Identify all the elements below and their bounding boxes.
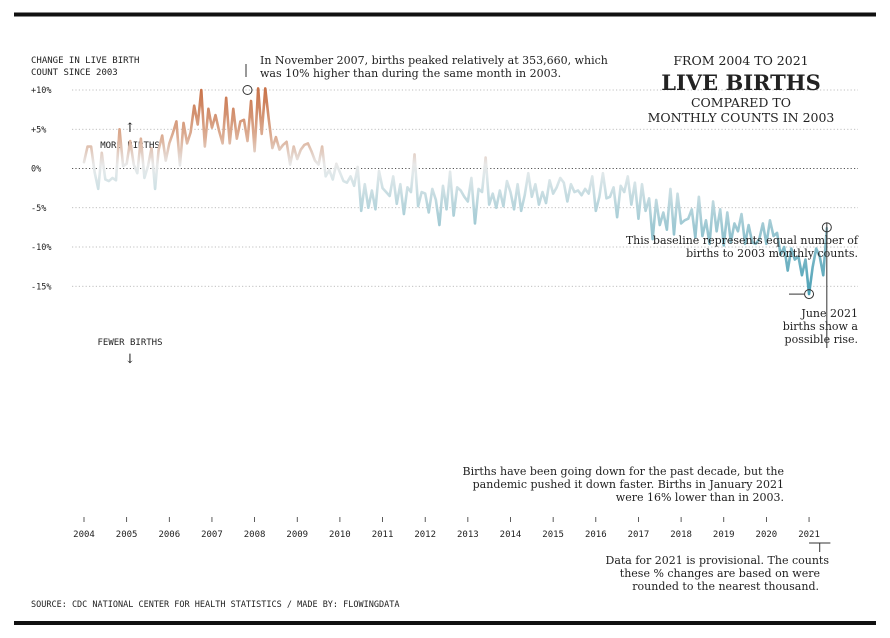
jan-2021-annotation: Births have been going down for the past… [463, 289, 815, 504]
title-main: LIVE BIRTHS [661, 70, 821, 95]
subtitle-line-1: COMPARED TO [691, 95, 791, 110]
peak-annotation-line-2: was 10% higher than during the same mont… [260, 67, 561, 80]
y-tick-labels: +10% +5% 0% -5% -10% -15% [31, 86, 51, 292]
down-arrow-icon: ↓ [125, 352, 136, 367]
baseline-note: This baseline represents equal number of… [626, 234, 859, 260]
provisional-note: Data for 2021 is provisional. The counts… [606, 542, 831, 593]
y-axis-label-line-2: COUNT SINCE 2003 [31, 68, 118, 78]
baseline-note-line-1: This baseline represents equal number of [626, 234, 859, 247]
provisional-note-line-1: Data for 2021 is provisional. The counts [606, 554, 830, 567]
june-annotation-line-3: possible rise. [785, 333, 858, 346]
x-tick-label: 2012 [414, 530, 436, 540]
jan-annotation-line-2: pandemic pushed it down faster. Births i… [473, 478, 784, 491]
x-tick-label: 2015 [542, 530, 564, 540]
source-credit: SOURCE: CDC NATIONAL CENTER FOR HEALTH S… [31, 600, 399, 610]
provisional-note-line-3: rounded to the nearest thousand. [632, 580, 819, 593]
x-tick-label: 2021 [798, 530, 820, 540]
y-tick-label: 0% [31, 165, 41, 175]
x-tick-label: 2017 [628, 530, 650, 540]
jan-annotation-line-1: Births have been going down for the past… [463, 465, 784, 478]
jan-2021-marker [804, 289, 815, 300]
fewer-births-label: FEWER BIRTHS [97, 338, 162, 348]
x-tick-label: 2006 [158, 530, 180, 540]
x-tick-label: 2011 [372, 530, 394, 540]
y-axis-label-line-1: CHANGE IN LIVE BIRTH [31, 56, 139, 66]
june-annotation-line-2: births show a [783, 320, 859, 333]
fewer-births-marker: FEWER BIRTHS ↓ [97, 338, 162, 367]
baseline-note-line-2: births to 2003 monthly counts. [686, 247, 858, 260]
chart-title: FROM 2004 TO 2021 LIVE BIRTHS COMPARED T… [648, 53, 835, 125]
y-tick-label: +10% [31, 86, 51, 96]
y-tick-label: -10% [31, 243, 51, 253]
x-tick-label: 2008 [244, 530, 266, 540]
y-axis-label: CHANGE IN LIVE BIRTH COUNT SINCE 2003 [31, 56, 139, 78]
title-prefix: FROM 2004 TO 2021 [673, 53, 808, 68]
x-tick-label: 2004 [73, 530, 95, 540]
x-tick-label: 2009 [286, 530, 308, 540]
peak-annotation: In November 2007, births peaked relative… [242, 54, 608, 95]
y-tick-label: -15% [31, 282, 51, 292]
peak-marker [242, 85, 253, 95]
provisional-note-line-2: these % changes are based on were [620, 567, 820, 580]
y-tick-label: +5% [31, 125, 46, 135]
births-change-line [82, 87, 829, 296]
june-annotation-line-1: June 2021 [800, 307, 858, 320]
x-tick-label: 2020 [756, 530, 778, 540]
x-tick-label: 2005 [116, 530, 138, 540]
june-2021-annotation: June 2021 births show a possible rise. [783, 222, 859, 348]
subtitle-line-2: MONTHLY COUNTS IN 2003 [648, 110, 835, 125]
x-tick-label: 2007 [201, 530, 223, 540]
up-arrow-icon: ↑ [125, 121, 136, 136]
provisional-bracket [809, 542, 831, 552]
x-tick-label: 2018 [670, 530, 692, 540]
x-tick-label: 2010 [329, 530, 351, 540]
jan-annotation-line-3: were 16% lower than in 2003. [616, 491, 784, 504]
y-tick-label: -5% [31, 204, 46, 214]
peak-annotation-line-1: In November 2007, births peaked relative… [260, 54, 608, 67]
june-2021-marker [821, 222, 832, 233]
x-tick-label: 2014 [500, 530, 522, 540]
x-tick-label: 2013 [457, 530, 479, 540]
x-tick-label: 2019 [713, 530, 735, 540]
x-tick-label: 2016 [585, 530, 607, 540]
x-tick-labels: 2004 2005 2006 2007 2008 2009 2010 2011 2012 2013… [73, 517, 820, 540]
